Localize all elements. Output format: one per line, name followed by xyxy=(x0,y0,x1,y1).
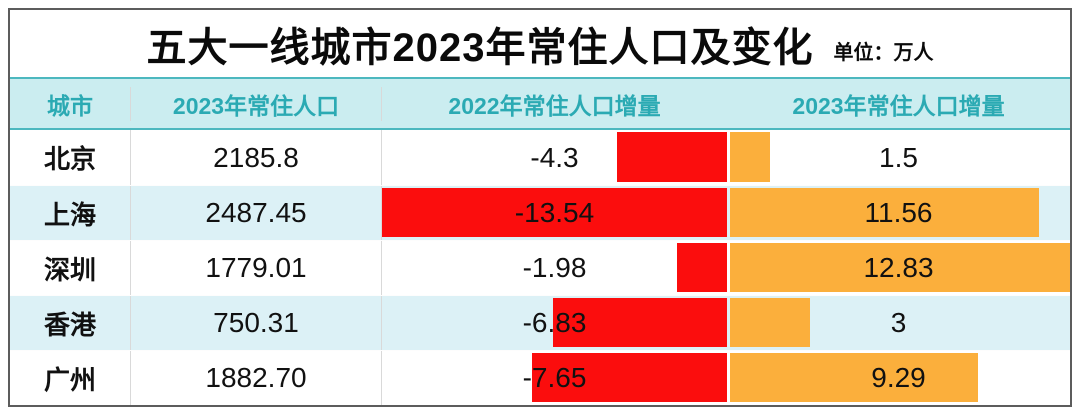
delta-2023-cell: 12.83 xyxy=(727,241,1070,295)
table-header-row: 城市 2023年常住人口 2022年常住人口增量 2023年常住人口增量 xyxy=(10,77,1070,130)
delta-2023-cell: 3 xyxy=(727,296,1070,350)
delta-2023-value: 9.29 xyxy=(871,362,926,393)
table-row: 上海 2487.45 -13.54 11.56 xyxy=(10,185,1070,240)
population-cell: 750.31 xyxy=(130,296,381,350)
delta-2022-cell: -1.98 xyxy=(381,241,727,295)
table-row: 深圳 1779.01 -1.98 12.83 xyxy=(10,240,1070,295)
city-name: 深圳 xyxy=(43,254,96,285)
delta-2022-value: -7.65 xyxy=(522,362,587,393)
negative-bar xyxy=(532,353,727,402)
positive-bar xyxy=(730,132,771,182)
city-cell: 上海 xyxy=(10,186,130,240)
header-city: 城市 xyxy=(47,92,93,119)
delta-2022-cell: -6.83 xyxy=(381,296,727,350)
page-title: 五大一线城市2023年常住人口及变化 xyxy=(146,25,814,70)
delta-2022-value: -13.54 xyxy=(514,197,595,228)
delta-2023-value: 12.83 xyxy=(863,252,934,283)
delta-2022-value: -1.98 xyxy=(522,252,587,283)
positive-bar xyxy=(730,353,979,402)
delta-2023-value: 1.5 xyxy=(879,141,918,173)
negative-bar xyxy=(552,298,727,347)
city-name: 香港 xyxy=(43,309,96,340)
header-pop-2023: 2023年常住人口 xyxy=(130,86,381,121)
table-row: 广州 1882.70 -7.65 9.29 xyxy=(10,350,1070,405)
delta-2022-value: -4.3 xyxy=(530,141,579,173)
city-cell: 香港 xyxy=(10,296,130,350)
population-value: 1882.70 xyxy=(205,362,307,393)
city-cell: 北京 xyxy=(10,130,130,185)
negative-bar xyxy=(382,188,727,237)
population-cell: 1779.01 xyxy=(130,241,381,295)
delta-2023-cell: 11.56 xyxy=(727,186,1070,240)
header-delta-2023: 2023年常住人口增量 xyxy=(792,92,1005,119)
population-value: 750.31 xyxy=(213,307,299,338)
population-cell: 2487.45 xyxy=(130,186,381,240)
header-delta-2022: 2022年常住人口增量 xyxy=(381,86,727,121)
delta-2022-value: -6.83 xyxy=(522,307,587,338)
population-value: 2487.45 xyxy=(205,197,307,228)
population-cell: 2185.8 xyxy=(130,130,381,185)
delta-2022-cell: -4.3 xyxy=(381,130,727,185)
population-value: 2185.8 xyxy=(213,141,299,173)
population-value: 1779.01 xyxy=(205,252,307,283)
negative-bar xyxy=(676,243,727,292)
positive-bar xyxy=(730,188,1040,237)
title-bar: 五大一线城市2023年常住人口及变化 单位：万人 xyxy=(10,10,1070,77)
table-row: 北京 2185.8 -4.3 1.5 xyxy=(10,130,1070,185)
table-row: 香港 750.31 -6.83 3 xyxy=(10,295,1070,350)
delta-2023-cell: 1.5 xyxy=(727,130,1070,185)
delta-2022-cell: -7.65 xyxy=(381,351,727,405)
negative-bar xyxy=(617,132,727,182)
city-cell: 深圳 xyxy=(10,241,130,295)
chart-panel: 五大一线城市2023年常住人口及变化 单位：万人 城市 2023年常住人口 20… xyxy=(8,8,1072,407)
city-name: 广州 xyxy=(43,364,96,395)
delta-2023-value: 3 xyxy=(890,307,907,338)
positive-bar xyxy=(730,243,1070,292)
delta-2023-value: 11.56 xyxy=(864,197,933,228)
population-cell: 1882.70 xyxy=(130,351,381,405)
positive-bar xyxy=(730,298,811,347)
city-name: 北京 xyxy=(43,144,96,174)
unit-label: 单位：万人 xyxy=(833,42,934,64)
city-cell: 广州 xyxy=(10,351,130,405)
city-name: 上海 xyxy=(43,199,96,230)
delta-2022-cell: -13.54 xyxy=(381,186,727,240)
delta-2023-cell: 9.29 xyxy=(727,351,1070,405)
